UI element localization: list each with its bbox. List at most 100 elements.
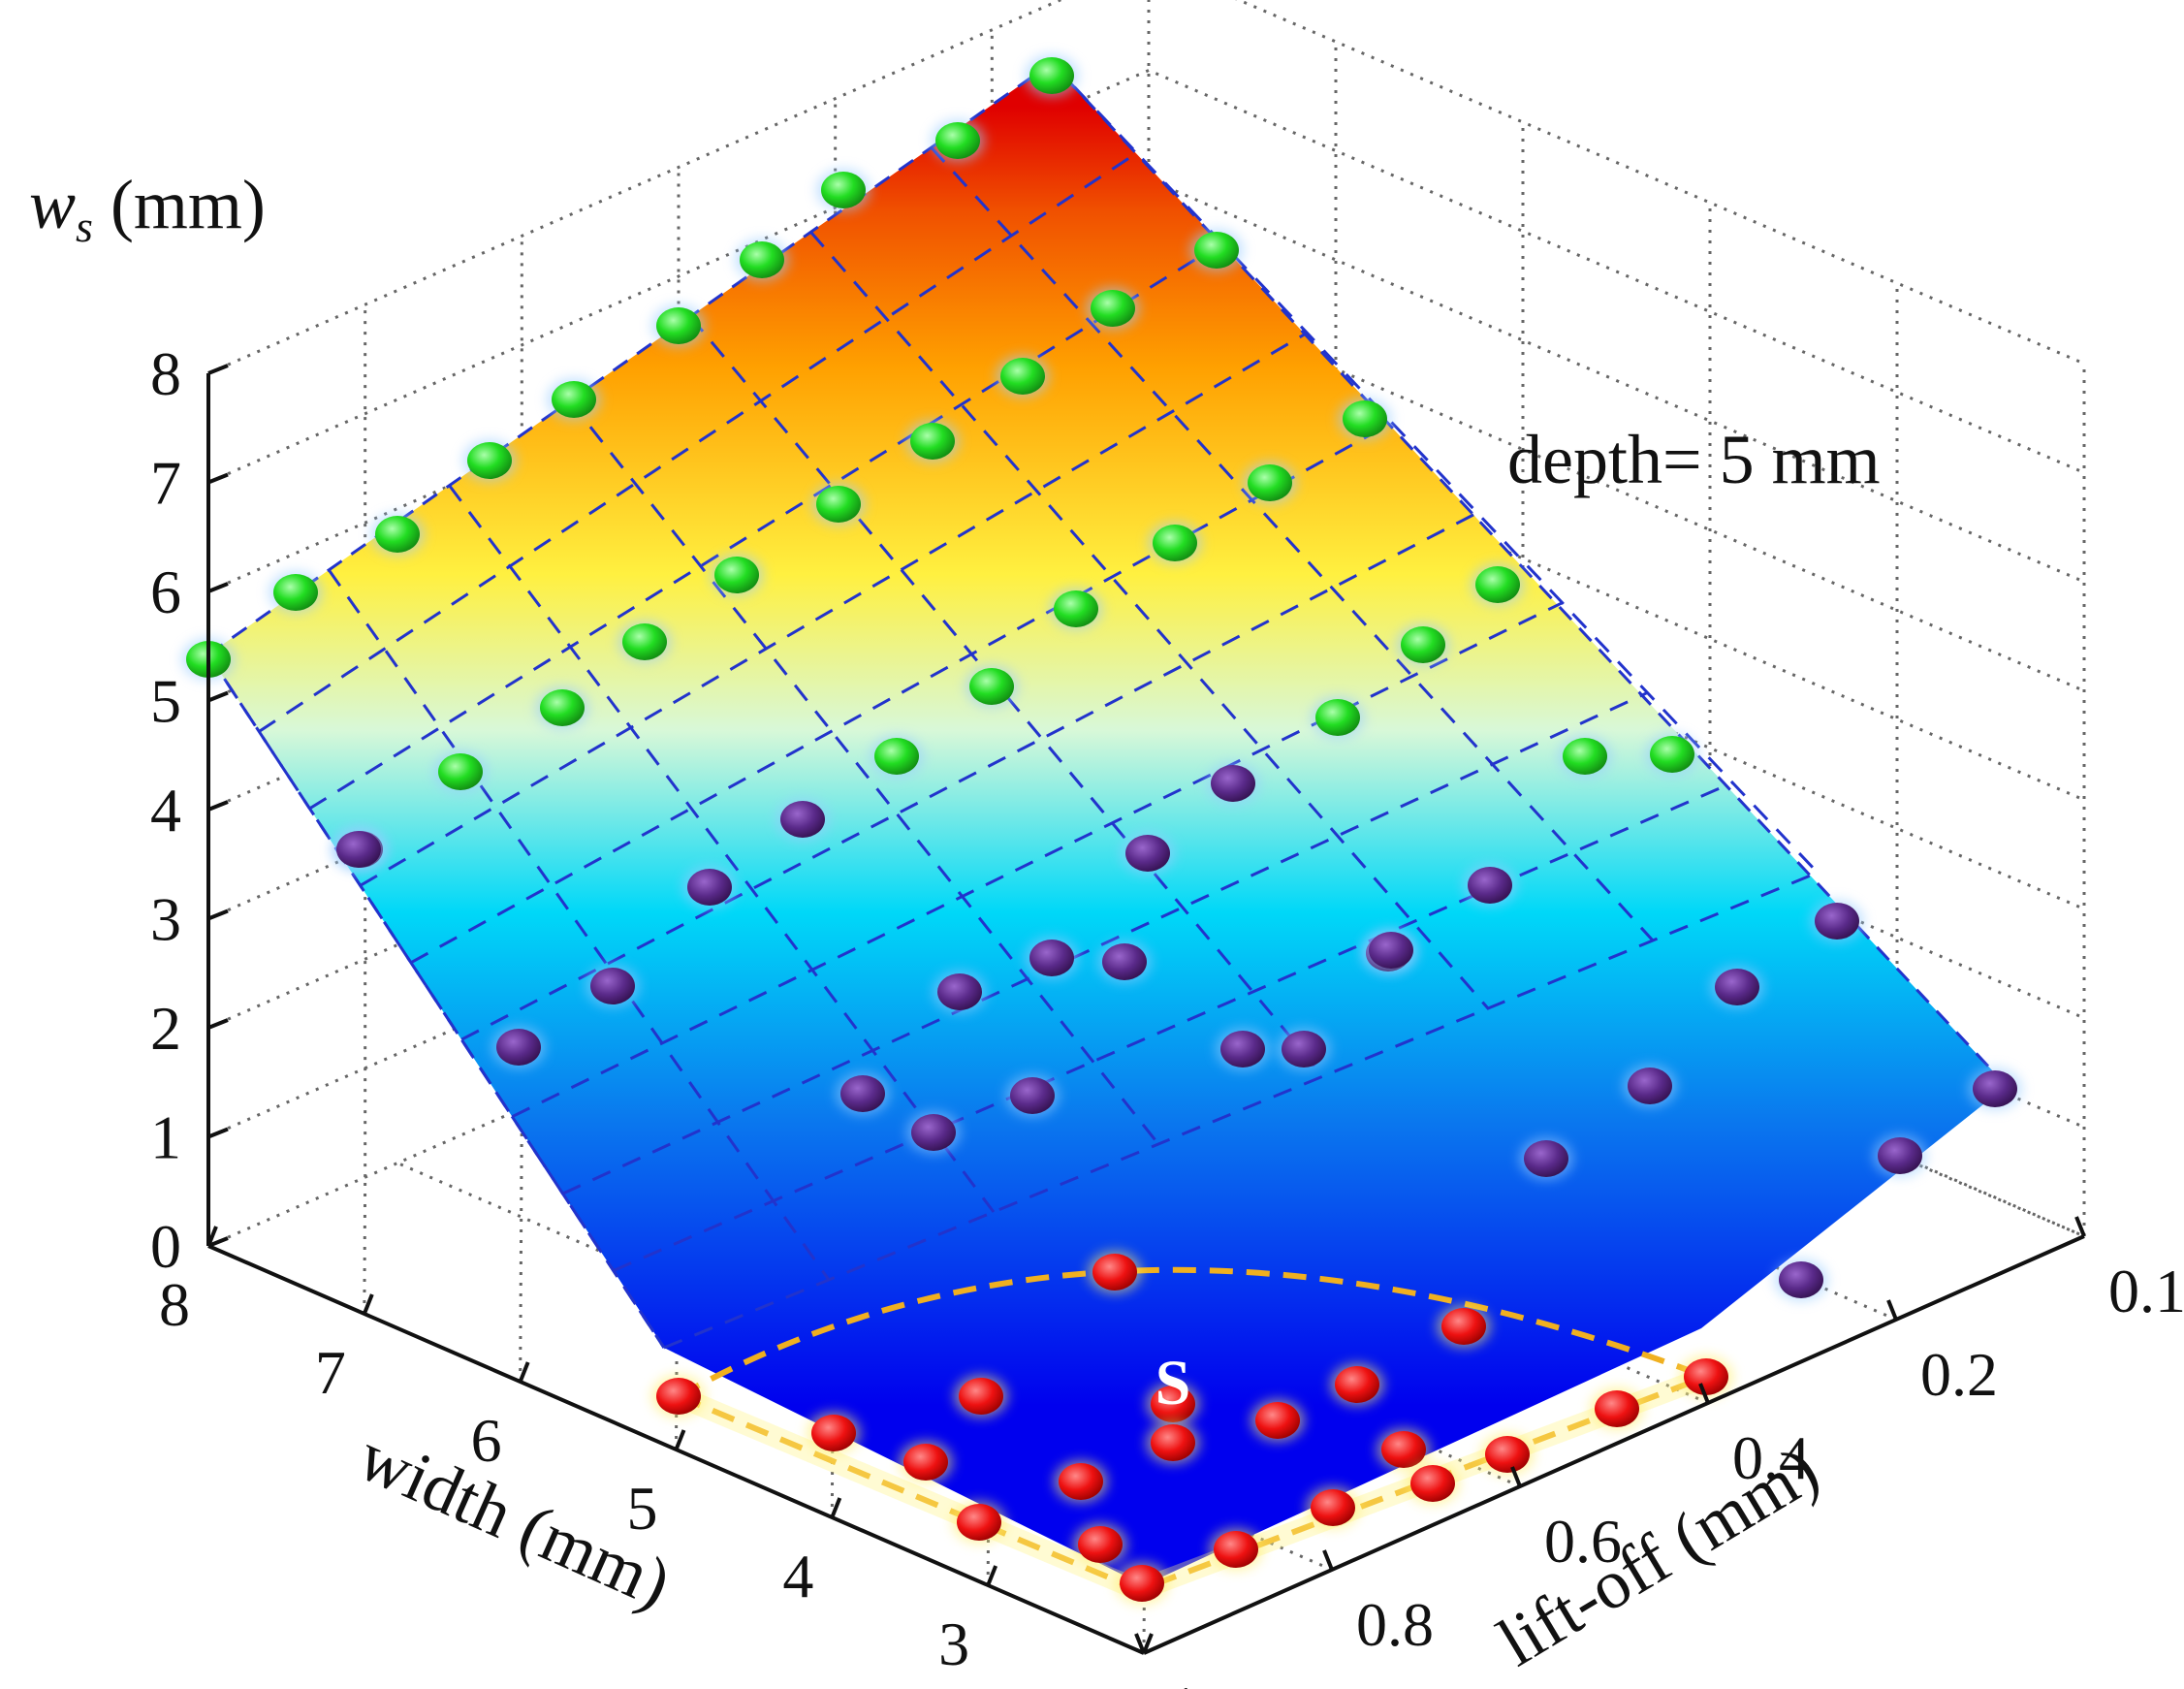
green-point <box>1029 57 1074 94</box>
width-tick <box>206 1226 218 1247</box>
purple-point <box>1029 940 1074 976</box>
red-point <box>1335 1366 1379 1403</box>
liftoff-tick-label: 0.4 <box>1732 1423 1810 1492</box>
mesh-line <box>568 399 1160 1145</box>
green-point <box>438 753 483 790</box>
width-tick-label: 7 <box>315 1338 346 1407</box>
green-point <box>656 307 701 344</box>
red-point <box>811 1415 856 1451</box>
width-tick <box>362 1293 374 1315</box>
width-tick <box>518 1361 530 1383</box>
width-tick-label: 5 <box>627 1474 658 1543</box>
width-tick <box>1142 1633 1154 1654</box>
z-tick-label: 1 <box>150 1103 181 1172</box>
z-axis-label: ws (mm) <box>29 166 266 251</box>
purple-point <box>1715 969 1759 1005</box>
z-tick-label: 4 <box>150 776 181 844</box>
purple-point <box>1010 1077 1055 1114</box>
liftoff-tick-label: 0.8 <box>1356 1590 1434 1659</box>
z-tick-label: 2 <box>150 994 181 1063</box>
liftoff-tick <box>1134 1633 1146 1654</box>
green-point <box>910 423 955 460</box>
liftoff-tick-label: 1 <box>1168 1673 1199 1689</box>
mesh-line <box>410 421 1393 965</box>
gridline-floor <box>363 1177 367 1315</box>
z-tick <box>207 364 229 375</box>
liftoff-tick-label: 0.6 <box>1544 1507 1622 1576</box>
liftoff-tick-label: 0.2 <box>1920 1340 1998 1409</box>
mesh-line <box>308 241 1223 811</box>
green-point <box>1194 232 1239 269</box>
width-tick <box>830 1497 842 1518</box>
purple-point <box>336 831 381 868</box>
purple-point <box>1628 1068 1672 1104</box>
green-point <box>1153 525 1197 561</box>
green-point <box>740 241 784 278</box>
red-point <box>1214 1531 1258 1568</box>
mesh-line <box>663 871 1819 1350</box>
red-point <box>1255 1402 1300 1439</box>
z-tick <box>207 1236 229 1248</box>
annotation: depth= 5 mm <box>1507 421 1881 498</box>
mesh-line <box>359 332 1309 887</box>
purple-point <box>840 1075 885 1112</box>
liftoff-tick-label: 0.1 <box>2108 1257 2184 1325</box>
z-tick <box>207 1018 229 1030</box>
mesh-line <box>930 146 1655 942</box>
liftoff-tick <box>1886 1299 1898 1321</box>
red-point <box>1120 1565 1164 1602</box>
z-tick-label: 3 <box>150 885 181 954</box>
purple-point <box>1125 835 1170 872</box>
green-point <box>1054 590 1098 627</box>
z-tick <box>207 690 229 703</box>
mesh-line <box>460 511 1478 1041</box>
width-tick <box>986 1565 998 1586</box>
purple-point <box>937 973 982 1010</box>
width-tick-label: 6 <box>471 1406 502 1475</box>
red-point <box>1381 1431 1426 1468</box>
liftoff-tick <box>1698 1383 1710 1404</box>
green-point <box>1248 464 1292 501</box>
data-points <box>181 54 2022 1605</box>
green-point <box>816 486 861 523</box>
red-point <box>1595 1390 1639 1427</box>
region-s-arc <box>677 1266 1708 1399</box>
purple-point <box>687 869 732 906</box>
green-point <box>540 689 585 726</box>
mesh-line <box>561 691 1649 1195</box>
red-point <box>1410 1465 1455 1502</box>
purple-point <box>1369 932 1413 969</box>
mesh-line <box>206 653 666 1349</box>
purple-point <box>1282 1031 1326 1068</box>
z-axis-label-subscript: s <box>76 202 93 251</box>
mesh-line <box>511 601 1564 1119</box>
purple-point <box>1973 1070 2017 1107</box>
width-tick-label: 4 <box>782 1542 813 1610</box>
width-tick-label: 2 <box>1094 1677 1125 1689</box>
z-tick-label: 0 <box>150 1212 181 1281</box>
liftoff-axis-line <box>1143 1234 2085 1655</box>
width-tick <box>674 1429 686 1450</box>
green-point <box>969 668 1014 705</box>
liftoff-tick <box>2074 1216 2086 1237</box>
red-point <box>1092 1254 1137 1291</box>
green-point <box>1563 738 1607 775</box>
purple-point <box>1524 1140 1568 1177</box>
green-point <box>935 122 980 159</box>
z-tick <box>207 582 229 593</box>
mesh-line <box>328 568 831 1281</box>
purple-point <box>1878 1137 1922 1174</box>
gridline-horizontal <box>207 0 2085 375</box>
green-point <box>467 442 512 479</box>
z-tick-label: 7 <box>150 449 181 518</box>
z-tick <box>207 472 229 485</box>
green-point <box>552 381 596 418</box>
purple-point <box>1779 1261 1823 1298</box>
mesh-line <box>809 231 1490 1009</box>
red-point <box>1441 1308 1486 1345</box>
green-point <box>1475 566 1520 603</box>
z-tick-label: 6 <box>150 558 181 626</box>
red-point <box>1684 1358 1728 1395</box>
purple-point <box>1468 867 1512 904</box>
